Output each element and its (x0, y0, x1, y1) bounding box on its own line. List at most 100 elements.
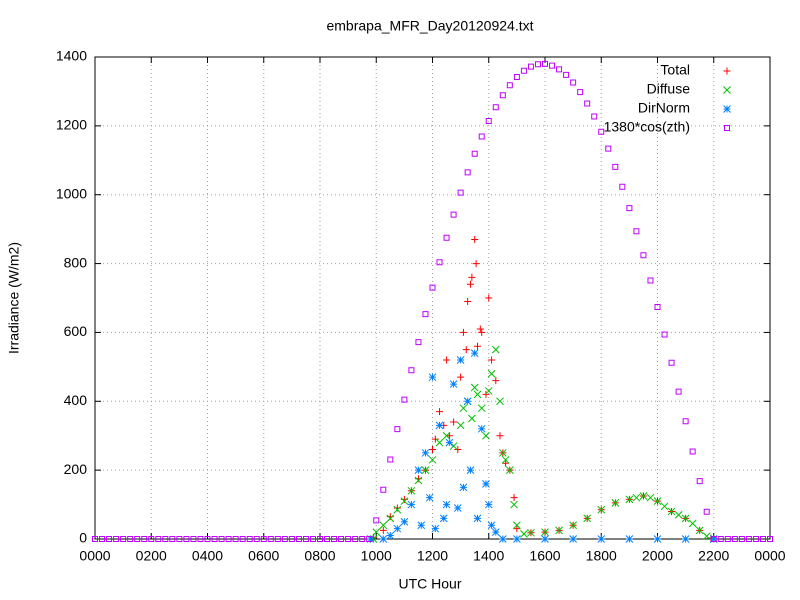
data-point (302, 536, 309, 542)
data-point (415, 339, 422, 346)
data-point (482, 480, 490, 488)
data-point (654, 303, 661, 310)
data-point (689, 448, 696, 455)
data-point (449, 380, 458, 388)
data-point (549, 62, 556, 69)
data-point (611, 498, 620, 507)
data-point (682, 418, 689, 425)
data-point (476, 325, 484, 333)
data-point (239, 536, 246, 542)
data-point (449, 442, 458, 450)
data-point (141, 536, 148, 542)
data-point (379, 526, 387, 534)
data-point (477, 424, 486, 433)
data-point (387, 456, 394, 463)
data-point (359, 536, 366, 542)
data-point (134, 536, 141, 542)
data-point (542, 60, 548, 67)
legend-label: Total (660, 62, 690, 78)
data-point (92, 536, 98, 542)
data-point (625, 495, 634, 504)
x-tick-label: 0600 (248, 548, 279, 564)
data-point (113, 536, 120, 542)
data-point (232, 536, 239, 542)
data-point (496, 397, 504, 406)
data-point (472, 260, 480, 268)
x-tick-label: 2200 (698, 548, 729, 564)
data-point (724, 536, 731, 542)
y-tick-label: 1200 (56, 117, 87, 133)
data-point (597, 535, 606, 543)
data-point (450, 418, 458, 426)
data-point (169, 536, 176, 542)
data-point (499, 92, 506, 99)
plot-frame (94, 56, 771, 540)
data-point (372, 528, 381, 536)
chart-title: embrapa_MFR_Day20120924.txt (326, 18, 533, 34)
data-point (464, 297, 472, 305)
data-point (99, 536, 106, 542)
data-point (162, 536, 169, 542)
data-point (183, 536, 190, 542)
data-point (492, 104, 499, 111)
data-point (767, 536, 773, 542)
x-tick-label: 0200 (136, 548, 167, 564)
data-point (474, 342, 481, 350)
data-point (421, 466, 430, 474)
data-point (482, 431, 490, 440)
data-point (373, 517, 380, 524)
data-point (473, 390, 482, 399)
data-point (309, 536, 316, 542)
y-tick-label: 0 (79, 530, 87, 546)
data-point (563, 71, 570, 78)
data-point (470, 349, 479, 357)
data-point (745, 536, 752, 542)
data-point (570, 79, 577, 86)
data-point (527, 528, 535, 537)
data-point (106, 536, 113, 542)
data-point (668, 359, 675, 366)
data-point (491, 528, 500, 536)
data-point (639, 492, 648, 500)
data-point (667, 507, 676, 516)
data-point (218, 536, 225, 542)
data-point (702, 532, 711, 541)
data-point (436, 259, 443, 266)
data-point (435, 421, 444, 430)
data-point (731, 536, 738, 542)
data-point (429, 284, 436, 291)
data-point (541, 535, 549, 543)
legend-marker (723, 105, 731, 113)
data-point (450, 211, 457, 218)
data-point (513, 73, 520, 80)
data-point (597, 505, 606, 514)
legend-marker (723, 67, 731, 75)
data-point (496, 432, 504, 440)
data-point (456, 356, 465, 364)
x-tick-label: 1600 (529, 548, 560, 564)
x-tick-label: 0000 (754, 548, 785, 564)
y-tick-label: 800 (64, 254, 88, 270)
data-point (653, 497, 662, 505)
y-axis-label: Irradiance (W/m2) (6, 242, 22, 354)
x-tick-label: 1800 (586, 548, 617, 564)
data-point (695, 526, 704, 535)
data-point (225, 536, 232, 542)
data-point (612, 163, 619, 170)
data-point (738, 536, 745, 542)
legend-marker (724, 125, 730, 131)
data-point (400, 517, 409, 526)
data-point (501, 455, 510, 464)
data-point (688, 519, 697, 528)
data-point (653, 535, 662, 543)
data-point (401, 396, 408, 403)
data-point (541, 528, 549, 536)
data-point (626, 205, 633, 212)
data-point (197, 536, 204, 542)
data-point (555, 526, 563, 535)
data-point (428, 373, 437, 382)
data-point (703, 508, 710, 515)
legend-label: Diffuse (647, 81, 691, 97)
legend-label: 1380*cos(zth) (604, 119, 690, 135)
